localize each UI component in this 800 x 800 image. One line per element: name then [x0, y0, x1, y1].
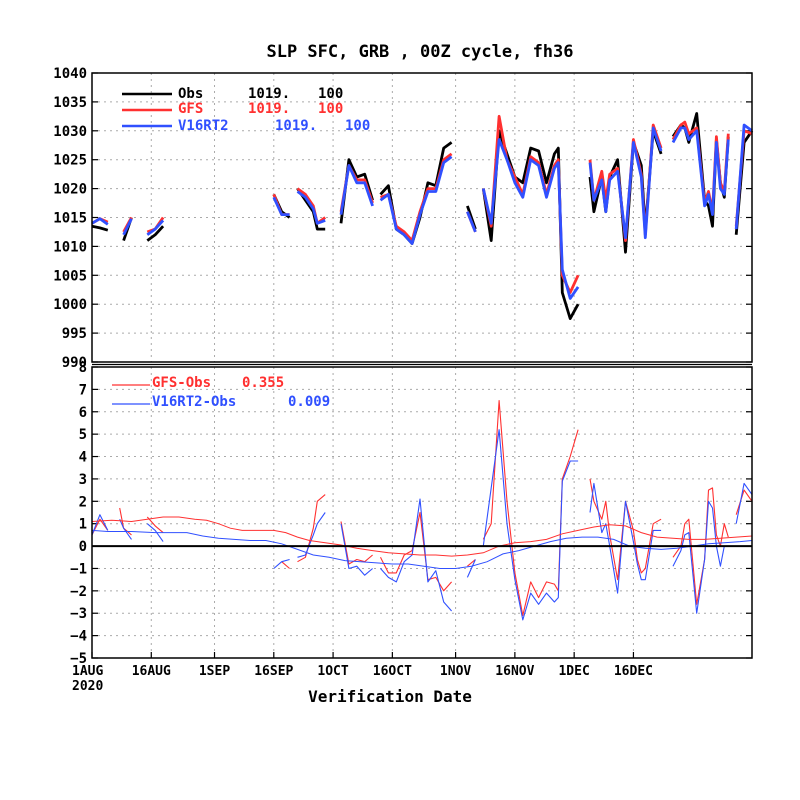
- bias-series-v16rt2-obs: [340, 523, 373, 576]
- bias-series-v16rt2-obs: [482, 429, 579, 621]
- legend-stat1-v16: 1019.: [275, 118, 317, 134]
- xtick-label: 1NOV: [440, 664, 471, 679]
- bias-series-gfs-obs: [467, 559, 476, 567]
- slp-series-v16rt2: [91, 217, 109, 226]
- slp-ytick-label: 1010: [53, 239, 87, 255]
- xtick-label: 16DEC: [614, 664, 653, 679]
- slp-series-v16rt2: [146, 219, 165, 236]
- legend-label-obs: Obs: [178, 86, 203, 102]
- legend-stat-gfs-obs: 0.355: [242, 375, 284, 391]
- slp-ytick-label: 1000: [53, 297, 87, 313]
- bias-series-gfs-obs: [380, 511, 453, 592]
- slp-frame: [91, 72, 753, 363]
- bias-running-mean: [91, 516, 753, 557]
- bias-series-gfs-obs: [482, 400, 579, 617]
- xtick-sublabel: 2020: [72, 679, 103, 694]
- slp-series-v16rt2: [671, 126, 730, 216]
- bias-series-gfs-obs: [340, 521, 373, 565]
- xtick-label: 16AUG: [132, 664, 171, 679]
- xtick-label: 16SEP: [254, 664, 293, 679]
- legend-stat2-v16: 100: [345, 118, 370, 134]
- slp-ytick-label: 995: [62, 326, 87, 342]
- bias-series-v16rt2-obs: [589, 482, 662, 594]
- chart-title: SLP SFC, GRB , 00Z cycle, fh36: [266, 42, 573, 62]
- bias-ytick-label: 4: [79, 450, 87, 466]
- slp-ytick-label: 1005: [53, 268, 87, 284]
- slp-ytick-label: 1030: [53, 124, 87, 140]
- slp-panel: 990 995 1000 1005 1010 1015 1020 1025 1030 1035 10…: [53, 66, 754, 371]
- slp-ytick-label: 1015: [53, 211, 87, 227]
- slp-series-v16rt2: [272, 196, 290, 216]
- bias-ytick-label: −4: [70, 629, 87, 645]
- slp-series-v16rt2: [734, 123, 753, 230]
- slp-series-obs: [146, 225, 165, 242]
- bias-ytick-label: −1: [70, 561, 87, 577]
- slp-ytick-label: 990: [62, 355, 87, 371]
- bias-series-v16rt2-obs: [91, 514, 109, 536]
- bias-ytick-label: 7: [79, 382, 87, 398]
- legend-label-v16: V16RT2: [178, 118, 229, 134]
- bias-ytick-label: 6: [79, 405, 87, 421]
- xtick-label: 16OCT: [373, 664, 412, 679]
- legend-label-gfs-obs: GFS-Obs: [152, 375, 211, 391]
- slp-ytick-label: 1025: [53, 153, 87, 169]
- bias-running-mean: [91, 529, 753, 569]
- slp-series-v16rt2: [588, 126, 663, 240]
- bias-series-v16rt2-obs: [672, 500, 729, 614]
- legend-stat-v16-obs: 0.009: [288, 394, 330, 410]
- bias-frame: [91, 366, 753, 659]
- xtick-label: 1OCT: [317, 664, 348, 679]
- legend-top: Obs 1019. 100 GFS 1019. 100 V16RT2 1019.…: [122, 86, 370, 134]
- xtick-label: 1DEC: [558, 664, 589, 679]
- slp-series-v16rt2: [296, 190, 326, 225]
- xtick-label: 1SEP: [199, 664, 230, 679]
- xtick-label: 16NOV: [495, 664, 534, 679]
- slp-ytick-label: 1040: [53, 66, 87, 82]
- slp-ytick-label: 1035: [53, 95, 87, 111]
- bias-ytick-label: 3: [79, 472, 87, 488]
- x-axis-label: Verification Date: [308, 687, 472, 706]
- slp-series-v16rt2: [339, 164, 374, 215]
- legend-stat2-gfs: 100: [318, 101, 343, 117]
- bias-series-v16rt2-obs: [146, 523, 164, 542]
- bias-series-v16rt2-obs: [273, 558, 290, 569]
- bias-series-gfs-obs: [281, 561, 290, 569]
- bias-ytick-label: −3: [70, 606, 87, 622]
- bias-ytick-label: 1: [79, 517, 87, 533]
- bias-series-gfs-obs: [297, 494, 326, 563]
- legend-label-gfs: GFS: [178, 101, 203, 117]
- bias-ytick-label: 0: [79, 539, 87, 555]
- bias-ytick-label: 5: [79, 427, 87, 443]
- xtick-label: 1AUG: [72, 664, 103, 679]
- bias-series-gfs-obs: [146, 516, 164, 534]
- bias-ytick-label: −2: [70, 584, 87, 600]
- bias-ytick-label: −5: [70, 651, 87, 667]
- legend-stat2-obs: 100: [318, 86, 343, 102]
- legend-stat1-obs: 1019.: [248, 86, 290, 102]
- legend-label-v16-obs: V16RT2-Obs: [152, 394, 236, 410]
- bias-series-v16rt2-obs: [466, 559, 476, 578]
- bias-series-gfs-obs: [589, 478, 662, 581]
- slp-series-obs: [91, 224, 109, 232]
- slp-series-v16rt2: [379, 155, 453, 245]
- bias-series-v16rt2-obs: [735, 482, 753, 524]
- bias-series-v16rt2-obs: [380, 498, 453, 612]
- legend-bottom: GFS-Obs 0.355 V16RT2-Obs 0.009: [112, 375, 330, 410]
- slp-series-v16rt2: [466, 211, 477, 233]
- bias-series-gfs-obs: [735, 489, 753, 515]
- bias-ytick-label: 2: [79, 494, 87, 510]
- slp-series-v16rt2: [122, 218, 133, 236]
- bias-series-v16rt2-obs: [297, 512, 326, 558]
- bias-ytick-label: 8: [79, 360, 87, 376]
- slp-ytick-label: 1020: [53, 182, 87, 198]
- bias-series-v16rt2-obs: [119, 518, 132, 540]
- legend-stat1-gfs: 1019.: [248, 101, 290, 117]
- slp-series-v16rt2: [481, 138, 580, 300]
